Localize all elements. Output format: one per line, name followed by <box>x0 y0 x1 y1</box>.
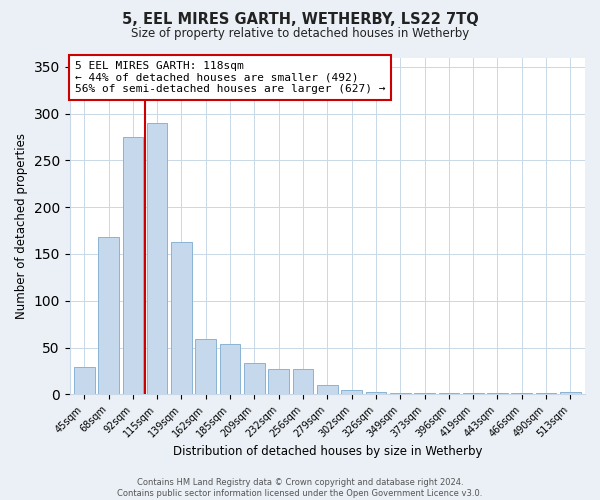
Bar <box>341 390 362 394</box>
Text: Size of property relative to detached houses in Wetherby: Size of property relative to detached ho… <box>131 28 469 40</box>
Bar <box>268 369 289 394</box>
Bar <box>317 385 338 394</box>
Bar <box>74 367 95 394</box>
Bar <box>98 237 119 394</box>
Bar <box>365 392 386 394</box>
Bar <box>196 339 216 394</box>
Bar <box>560 392 581 394</box>
Text: Contains HM Land Registry data © Crown copyright and database right 2024.
Contai: Contains HM Land Registry data © Crown c… <box>118 478 482 498</box>
Text: 5, EEL MIRES GARTH, WETHERBY, LS22 7TQ: 5, EEL MIRES GARTH, WETHERBY, LS22 7TQ <box>122 12 478 28</box>
Text: 5 EEL MIRES GARTH: 118sqm
← 44% of detached houses are smaller (492)
56% of semi: 5 EEL MIRES GARTH: 118sqm ← 44% of detac… <box>75 61 385 94</box>
Bar <box>122 137 143 394</box>
Bar <box>220 344 241 395</box>
Bar <box>244 364 265 394</box>
Bar <box>293 369 313 394</box>
Bar <box>171 242 192 394</box>
Y-axis label: Number of detached properties: Number of detached properties <box>15 133 28 319</box>
Bar <box>147 123 167 394</box>
X-axis label: Distribution of detached houses by size in Wetherby: Distribution of detached houses by size … <box>173 444 482 458</box>
